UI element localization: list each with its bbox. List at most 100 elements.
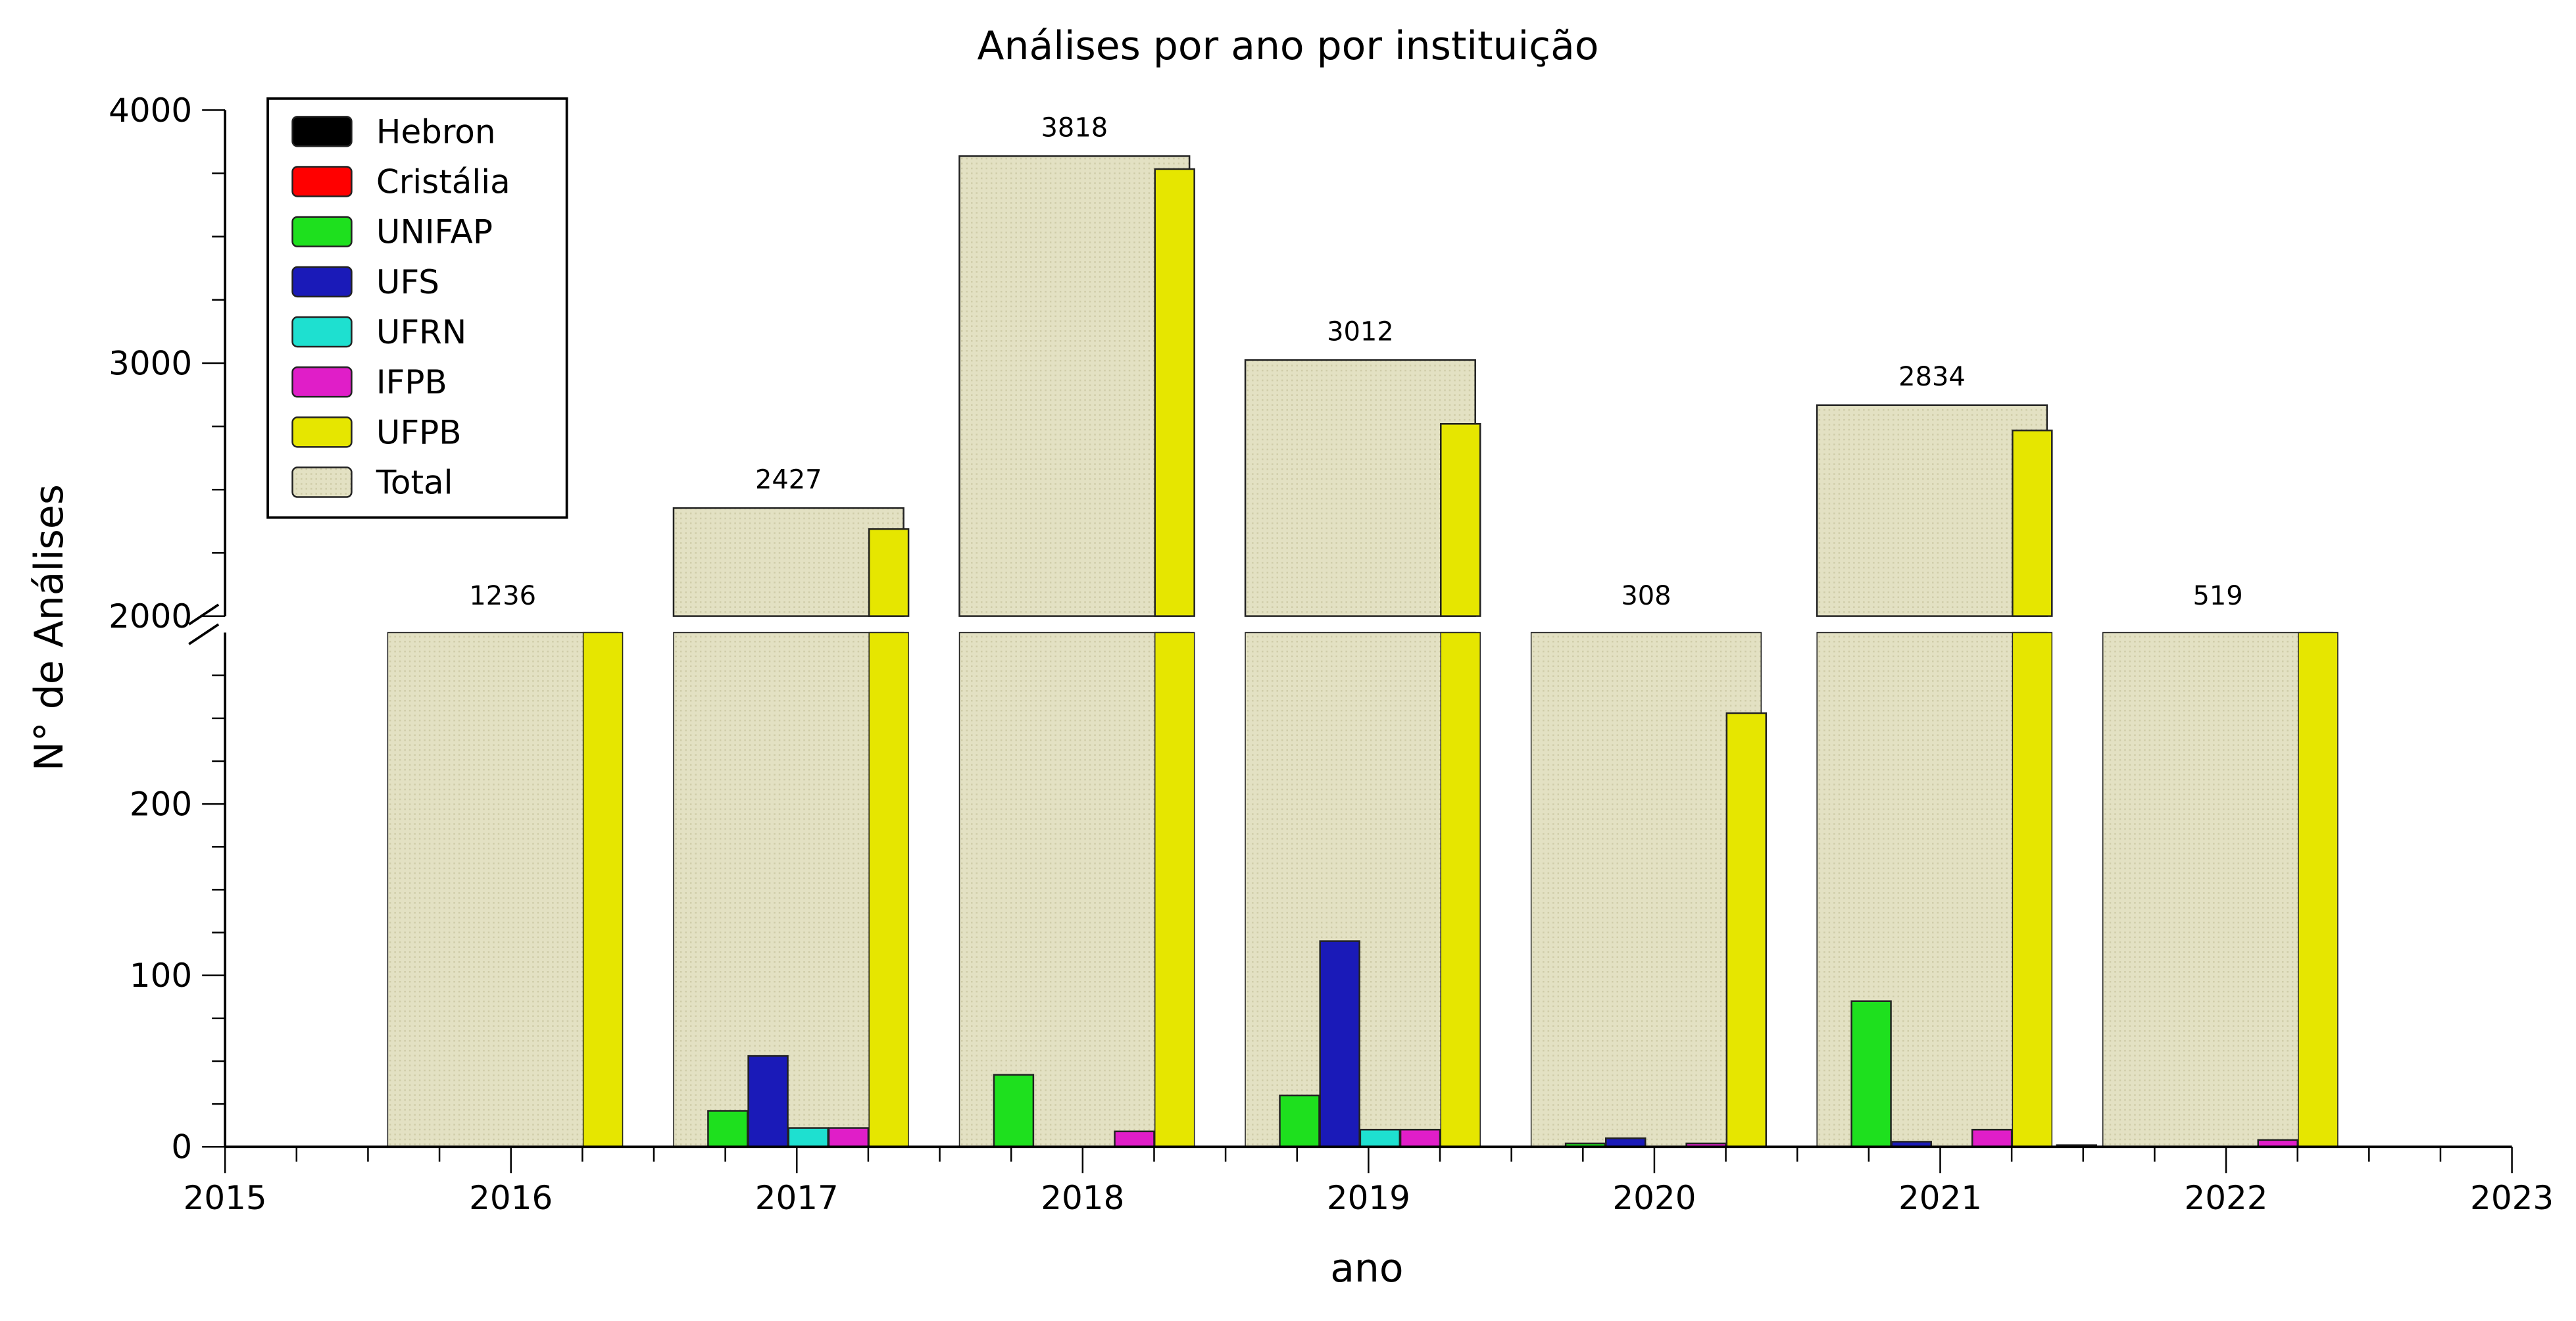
bar-ufpb-2019 xyxy=(1440,423,1481,1147)
chart-title: Análises por ano por instituição xyxy=(978,23,1599,69)
bar-ifpb-2017 xyxy=(828,1127,870,1148)
bar-ufpb-2016-lower xyxy=(582,632,624,1147)
bar-ufpb-2021 xyxy=(2012,430,2053,1147)
bar-ufpb-2022 xyxy=(2298,632,2339,1147)
total-label-2016: 1236 xyxy=(469,581,536,611)
x-tick-label: 2019 xyxy=(1327,1179,1410,1217)
x-tick-label: 2023 xyxy=(2470,1179,2554,1217)
y-tick-label: 0 xyxy=(171,1128,192,1166)
legend-swatch-ifpb xyxy=(291,366,353,398)
legend-label-ifpb: IFPB xyxy=(376,363,447,401)
x-tick-label: 2015 xyxy=(184,1179,267,1217)
bar-unifap-2018-lower xyxy=(993,1074,1035,1148)
total-bar-2018-upper xyxy=(958,155,1191,617)
bar-ufpb-2020-lower xyxy=(1725,712,1768,1148)
bar-ufpb-2021-lower xyxy=(2012,632,2053,1147)
legend-swatch-ufs xyxy=(291,266,353,298)
total-label-2017: 2427 xyxy=(755,464,822,495)
legend-swatch-ufpb xyxy=(291,416,353,448)
total-label-2018: 3818 xyxy=(1041,112,1108,143)
x-axis-label: ano xyxy=(1330,1245,1403,1291)
bar-unifap-2017 xyxy=(707,1110,749,1148)
x-tick-label: 2021 xyxy=(1898,1179,1982,1217)
bar-ifpb-2017-lower xyxy=(828,1127,870,1148)
bar-unifap-2017-lower xyxy=(707,1110,749,1148)
total-bar-2021-upper xyxy=(1816,404,2048,617)
y-tick-label: 4000 xyxy=(109,91,192,130)
bar-ifpb-2018 xyxy=(1114,1130,1155,1148)
bar-unifap-2021-lower xyxy=(1850,1000,1892,1148)
total-label-2020: 308 xyxy=(1621,581,1671,611)
total-bar-2018 xyxy=(958,155,1191,1147)
y-tick-label: 3000 xyxy=(109,344,192,382)
legend-swatch-cristália xyxy=(291,166,353,197)
bar-ufpb-2017 xyxy=(868,528,910,1147)
legend-swatch-ufrn xyxy=(291,316,353,348)
bar-ufrn-2017 xyxy=(787,1127,829,1148)
bar-unifap-2019 xyxy=(1279,1094,1320,1148)
y-tick-label: 100 xyxy=(130,957,192,995)
legend-box xyxy=(266,97,568,519)
legend-label-ufrn: UFRN xyxy=(376,313,466,351)
legend-swatch-unifap xyxy=(291,216,353,247)
legend-label-cristália: Cristália xyxy=(376,162,510,201)
legend-swatch-hebron xyxy=(291,116,353,147)
total-bar-2018-lower xyxy=(958,632,1190,1147)
legend: Hebron Cristália UNIFAP UFS UFRN IFPB UFPB Tota… xyxy=(266,97,568,519)
bar-ufpb-2018 xyxy=(1154,168,1195,1147)
bar-ufs-2017 xyxy=(747,1055,789,1148)
legend-label-ufpb: UFPB xyxy=(376,413,462,451)
plot-area: 1236 2427 3818 3012 308 2834 519 xyxy=(387,112,2339,1148)
axes: 2015 2016 2017 2018 2019 2020 2021 2022 2023 0 100… xyxy=(109,91,2554,1217)
x-tick-label: 2020 xyxy=(1612,1179,1696,1217)
legend-swatch-total xyxy=(291,466,353,498)
bar-ufs-2019-lower xyxy=(1319,940,1360,1148)
bar-ufrn-2019-lower xyxy=(1359,1128,1401,1148)
legend-label-unifap: UNIFAP xyxy=(376,213,493,251)
bar-ufpb-2018-upper xyxy=(1154,168,1195,617)
x-tick-label: 2022 xyxy=(2184,1179,2267,1217)
legend-label-total: Total xyxy=(376,464,453,502)
bar-ufrn-2017-lower xyxy=(787,1127,829,1148)
y-axis-label: N° de Análises xyxy=(26,484,72,771)
total-label-2021: 2834 xyxy=(1898,362,1966,392)
bar-ifpb-2021-lower xyxy=(1971,1128,2013,1148)
y-tick-label: 2000 xyxy=(109,597,192,636)
bar-unifap-2018 xyxy=(993,1074,1035,1148)
bar-ifpb-2019-lower xyxy=(1399,1128,1441,1148)
bar-ufs-2020 xyxy=(1605,1137,1647,1148)
bar-unifap-2021 xyxy=(1850,1000,1892,1148)
bar-ufrn-2019 xyxy=(1359,1128,1401,1148)
bar-ufpb-2019-upper xyxy=(1440,423,1481,617)
bar-ufs-2019 xyxy=(1319,940,1360,1148)
bar-ufs-2017-lower xyxy=(747,1055,789,1148)
bar-ufpb-2018-lower xyxy=(1154,632,1195,1147)
bar-ufpb-2021-upper xyxy=(2012,430,2053,617)
y-tick-label: 200 xyxy=(130,785,192,824)
bar-ufs-2020-lower xyxy=(1605,1137,1647,1148)
total-bar-2019-upper xyxy=(1244,359,1476,617)
bar-ufpb-2016 xyxy=(582,632,624,1147)
total-bar-2020-lower xyxy=(1530,632,1762,1147)
bar-ifpb-2019 xyxy=(1399,1128,1441,1148)
bar-ifpb-2018-lower xyxy=(1114,1130,1155,1148)
total-bar-2016-lower xyxy=(387,632,618,1147)
total-label-2022: 519 xyxy=(2192,581,2242,611)
total-bar-2016 xyxy=(387,632,618,1147)
total-bar-2017-upper xyxy=(672,507,904,617)
total-label-2019: 3012 xyxy=(1327,316,1394,347)
total-bar-2020 xyxy=(1530,632,1762,1147)
x-tick-label: 2017 xyxy=(755,1179,839,1217)
x-tick-label: 2018 xyxy=(1041,1179,1124,1217)
bar-ufpb-2020 xyxy=(1725,712,1768,1148)
bar-ufpb-2017-lower xyxy=(868,632,909,1147)
axis-break-mark xyxy=(188,623,220,645)
axis-break-mark xyxy=(188,603,220,626)
bar-ufpb-2022-lower xyxy=(2298,632,2339,1147)
bar-unifap-2019-lower xyxy=(1279,1094,1320,1148)
legend-label-ufs: UFS xyxy=(376,263,439,301)
bar-ufpb-2017-upper xyxy=(868,528,910,617)
legend-label-hebron: Hebron xyxy=(376,112,496,151)
bar-ufpb-2019-lower xyxy=(1440,632,1481,1147)
